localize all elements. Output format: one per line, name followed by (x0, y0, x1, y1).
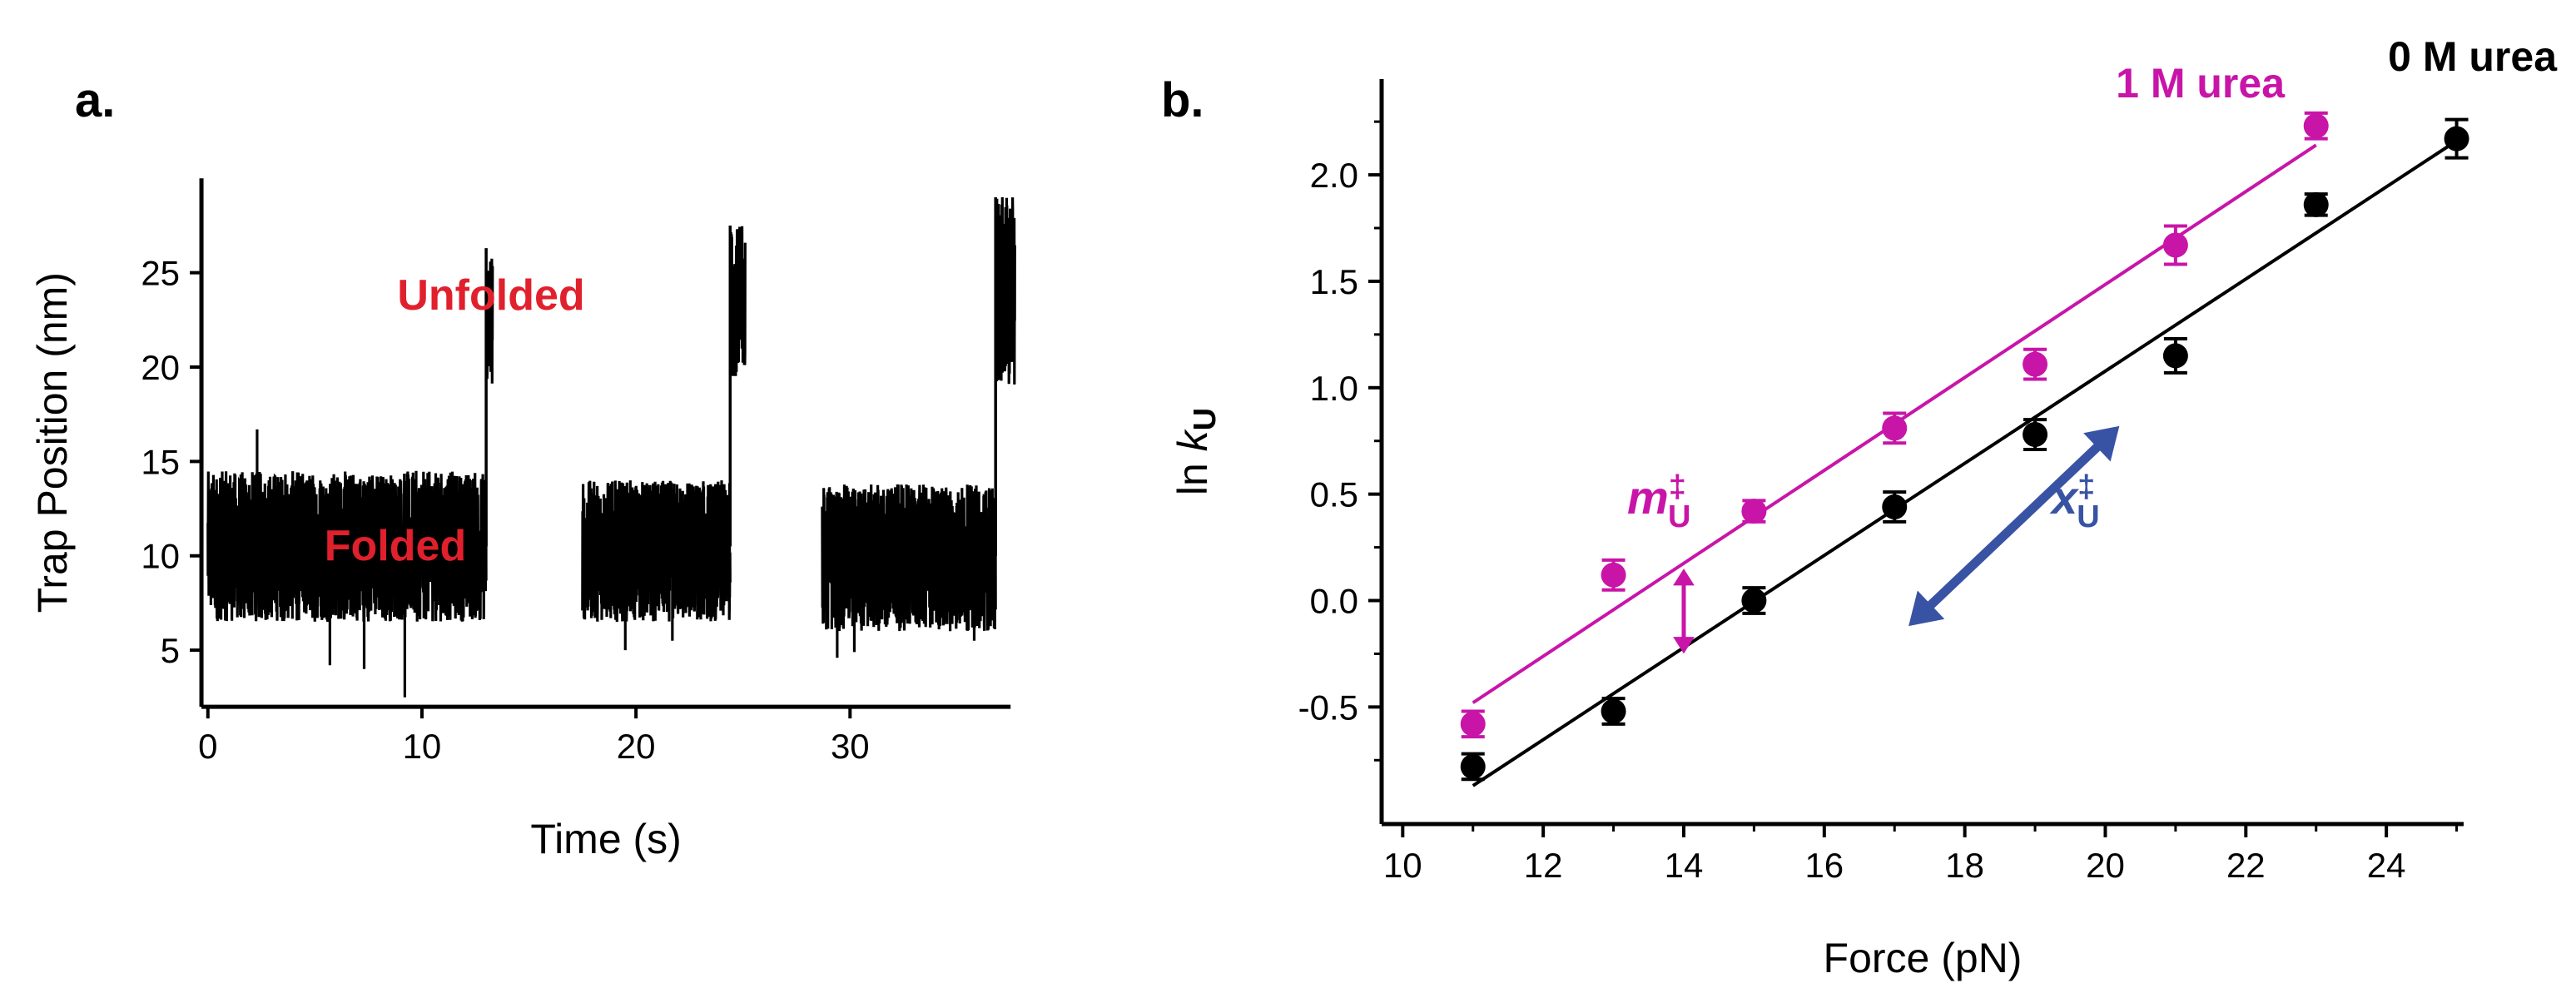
panel-a-y-axis-label: Trap Position (nm) (29, 272, 76, 613)
panel-a-x-tick-label: 0 (198, 727, 217, 766)
marker (1460, 711, 1486, 737)
series-label-0m-urea: 0 M urea (2388, 33, 2558, 80)
marker (2303, 113, 2329, 139)
trace-segment-0 (206, 470, 488, 623)
marker (2303, 191, 2329, 217)
trace-segment-5 (994, 196, 1016, 385)
arrowhead (1673, 637, 1695, 654)
data-point (1882, 411, 1908, 445)
marker (1460, 753, 1486, 779)
panel-b-y-tick-label: 0.0 (1310, 582, 1358, 621)
data-point (1460, 709, 1486, 739)
panel-a-axes (199, 178, 1011, 709)
panel-b-ticks: 10 12 14 16 18 20 22 24 -0.5 0.0 0.5 1.0 1.5 2.0 (1298, 120, 2459, 885)
data-point (2023, 418, 2048, 451)
panel-a-x-tick-label: 10 (403, 727, 442, 766)
panel-b-x-tick-label: 10 (1383, 846, 1422, 885)
marker (2162, 343, 2188, 369)
panel-a-y-tick-label: 25 (141, 254, 180, 293)
panel-b-arrows (1673, 425, 2120, 654)
marker (1882, 494, 1908, 519)
data-point (2444, 117, 2469, 160)
unfolded-label: Unfolded (397, 271, 584, 320)
panel-b-axes (1379, 79, 2464, 827)
x-arrow (1908, 425, 2120, 627)
data-point (2162, 336, 2188, 375)
panel-b-y-tick-label: 1.0 (1310, 369, 1358, 408)
panel-b-x-tick-label: 22 (2226, 846, 2266, 885)
panel-b-x-axis-label: Force (pN) (1824, 935, 2023, 981)
panel-b-x-tick-label: 18 (1945, 846, 1984, 885)
marker (1601, 562, 1626, 588)
data-point (1741, 499, 1767, 524)
m-arrow (1673, 569, 1695, 654)
data-point (1741, 586, 1767, 615)
panel-a: a. 0 10 20 30 5 10 15 20 25 Time (s) Trap Positi… (29, 73, 1016, 862)
panel-a-ticks: 0 10 20 30 5 10 15 20 25 (141, 254, 869, 767)
panel-b-y-axis-label-sub: U (1188, 408, 1223, 430)
data-point (1601, 558, 1626, 592)
data-point (1460, 752, 1486, 782)
arrowhead (2083, 425, 2120, 462)
marker (2162, 232, 2188, 258)
data-point (1601, 697, 1626, 726)
panel-a-x-axis-label: Time (s) (530, 816, 681, 862)
trace-segment-2 (581, 480, 732, 623)
marker (2023, 422, 2048, 448)
panel-b-y-tick-label: -0.5 (1298, 688, 1358, 727)
panel-b: b. 10 12 14 16 18 20 22 24 -0.5 0.0 0.5 1.0 1.5 2.0 F… (1161, 33, 2558, 981)
arrow-shaft (1921, 437, 2107, 615)
arrowhead (1908, 590, 1945, 627)
panel-a-letter: a. (75, 73, 115, 127)
panel-a-x-tick-label: 30 (831, 727, 870, 766)
panel-b-y-axis-label: ln kU (1169, 408, 1223, 495)
annotation-sub: U (2077, 499, 2099, 534)
annotation-main: m (1627, 471, 1669, 524)
data-point (2023, 347, 2048, 381)
marker (1741, 499, 1767, 524)
data-point (2303, 111, 2329, 141)
panel-b-points (1460, 111, 2469, 782)
panel-a-y-tick-label: 5 (161, 631, 180, 670)
panel-b-y-tick-label: 1.5 (1310, 262, 1358, 301)
annotation-sub: U (1668, 499, 1690, 534)
annotation-sup: ‡ (1669, 469, 1686, 504)
fit-line-series-0 (1472, 139, 2458, 787)
panel-b-y-tick-label: 2.0 (1310, 156, 1358, 195)
panel-b-x-tick-label: 24 (2367, 846, 2406, 885)
panel-a-trace (206, 196, 1016, 698)
panel-b-y-axis-label-k: k (1169, 428, 1216, 451)
data-point (2162, 224, 2188, 266)
panel-a-x-tick-label: 20 (617, 727, 656, 766)
panel-b-letter: b. (1161, 73, 1204, 127)
panel-a-y-tick-label: 20 (141, 348, 180, 387)
trace-segment-3 (728, 226, 747, 376)
panel-b-x-tick-label: 20 (2086, 846, 2125, 885)
panel-b-x-tick-label: 16 (1804, 846, 1844, 885)
panel-a-y-tick-label: 10 (141, 537, 180, 576)
trace-segment-4 (821, 484, 997, 632)
marker (2444, 126, 2469, 151)
m-double-dagger-u-label: m‡ U (1627, 469, 1690, 534)
marker (1601, 698, 1626, 724)
panel-a-y-tick-label: 15 (141, 442, 180, 481)
panel-b-y-tick-label: 0.5 (1310, 475, 1358, 514)
annotation-sup: ‡ (2077, 469, 2095, 504)
data-point (1882, 490, 1908, 524)
marker (1882, 415, 1908, 441)
panel-b-y-axis-label-main: ln (1169, 451, 1216, 495)
data-point (2303, 191, 2329, 217)
arrowhead (1673, 569, 1695, 586)
marker (1741, 588, 1767, 613)
panel-b-x-tick-label: 14 (1665, 846, 1704, 885)
series-label-1m-urea: 1 M urea (2116, 60, 2286, 107)
x-double-dagger-u-label: x‡ U (2049, 469, 2100, 534)
panel-b-x-tick-label: 12 (1524, 846, 1563, 885)
marker (2023, 351, 2048, 377)
annotation-main: x (2049, 471, 2080, 524)
folded-label: Folded (325, 522, 466, 570)
